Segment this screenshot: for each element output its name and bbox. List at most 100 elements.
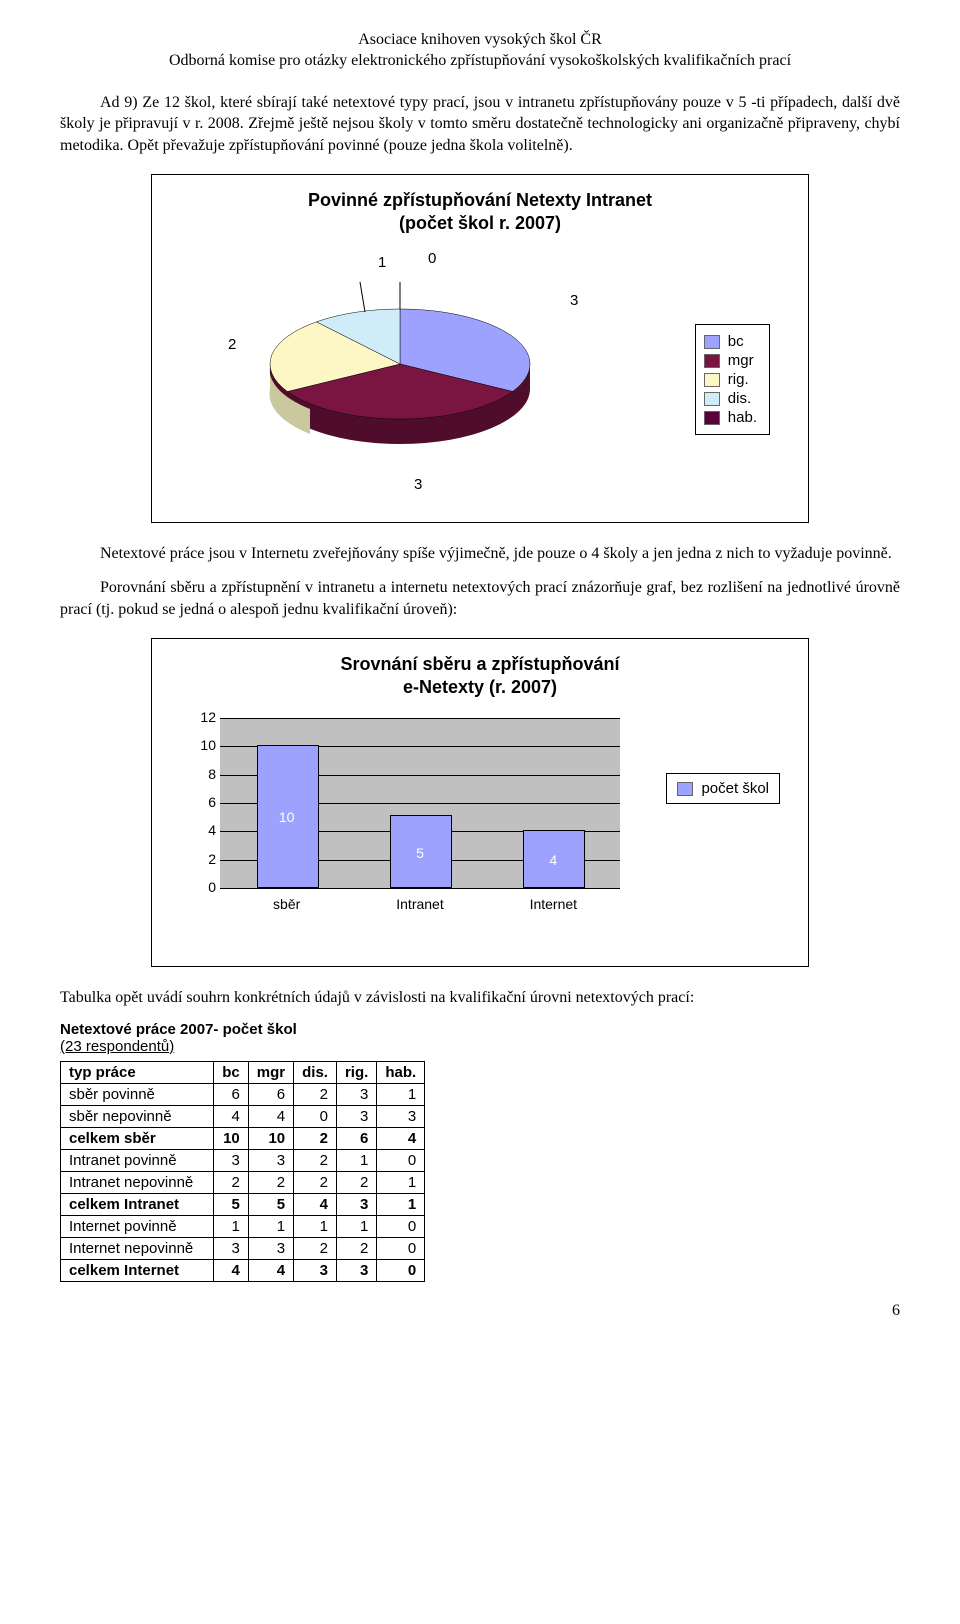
- pie-label-0: 0: [428, 250, 436, 267]
- legend-item-rig: rig.: [704, 371, 757, 388]
- bar-chart-container: Srovnání sběru a zpřístupňování e-Netext…: [151, 638, 809, 967]
- table-cell: 3: [336, 1259, 376, 1281]
- table-cell: 10: [214, 1127, 249, 1149]
- bar-ytick-label: 0: [190, 879, 216, 895]
- bar-gridline: [220, 888, 620, 889]
- legend-item-hab: hab.: [704, 409, 757, 426]
- bar-ytick-label: 12: [190, 709, 216, 725]
- swatch-bc: [704, 335, 720, 349]
- table-cell: Internet povinně: [61, 1215, 214, 1237]
- table-row: sběr povinně66231: [61, 1083, 425, 1105]
- table-cell: 3: [248, 1237, 293, 1259]
- table-cell: 3: [294, 1259, 337, 1281]
- bar-ytick-label: 6: [190, 794, 216, 810]
- bar-chart-title: Srovnání sběru a zpřístupňování e-Netext…: [170, 653, 790, 698]
- legend-item-mgr: mgr: [704, 352, 757, 369]
- table-cell: 10: [248, 1127, 293, 1149]
- pie-title-line1: Povinné zpřístupňování Netexty Intranet: [308, 190, 652, 210]
- legend-label-bc: bc: [728, 333, 744, 350]
- table-cell: 3: [336, 1105, 376, 1127]
- pie-chart-title: Povinné zpřístupňování Netexty Intranet …: [170, 189, 790, 234]
- table-caption-1: Netextové práce 2007- počet škol: [60, 1021, 900, 1038]
- table-row: Intranet povinně33210: [61, 1149, 425, 1171]
- table-row: celkem Internet44330: [61, 1259, 425, 1281]
- table-header-row: typ prácebcmgrdis.rig.hab.: [61, 1061, 425, 1083]
- bar-category-label: Intranet: [370, 896, 470, 912]
- swatch-hab: [704, 411, 720, 425]
- table-row: celkem Intranet55431: [61, 1193, 425, 1215]
- table-cell: 3: [248, 1149, 293, 1171]
- table-cell: 1: [248, 1215, 293, 1237]
- table-header-cell: dis.: [294, 1061, 337, 1083]
- legend-label-mgr: mgr: [728, 352, 754, 369]
- table-cell: Intranet nepovinně: [61, 1171, 214, 1193]
- table-cell: Intranet povinně: [61, 1149, 214, 1171]
- bar-value-label: 4: [523, 852, 583, 868]
- table-cell: 0: [377, 1215, 425, 1237]
- bar-title-line1: Srovnání sběru a zpřístupňování: [340, 654, 619, 674]
- header-line2: Odborná komise pro otázky elektronického…: [60, 51, 900, 72]
- data-table: typ prácebcmgrdis.rig.hab.sběr povinně66…: [60, 1061, 425, 1282]
- table-row: sběr nepovinně44033: [61, 1105, 425, 1127]
- header-line1: Asociace knihoven vysokých škol ČR: [60, 30, 900, 51]
- table-cell: 5: [214, 1193, 249, 1215]
- table-caption-2: (23 respondentů): [60, 1038, 900, 1055]
- table-cell: Internet nepovinně: [61, 1237, 214, 1259]
- legend-label-hab: hab.: [728, 409, 757, 426]
- table-cell: 1: [377, 1083, 425, 1105]
- table-cell: 6: [336, 1127, 376, 1149]
- bar-chart-area: 1054 počet škol 024681012sběrIntranetInt…: [170, 708, 790, 948]
- table-cell: 0: [294, 1105, 337, 1127]
- table-cell: celkem sběr: [61, 1127, 214, 1149]
- bar-category-label: sběr: [237, 896, 337, 912]
- table-cell: 2: [336, 1237, 376, 1259]
- table-header-cell: hab.: [377, 1061, 425, 1083]
- pie-legend: bc mgr rig. dis. hab.: [695, 324, 770, 435]
- bar-legend-swatch: [677, 782, 693, 796]
- table-cell: 2: [214, 1171, 249, 1193]
- table-cell: 2: [294, 1171, 337, 1193]
- table-row: Internet nepovinně33220: [61, 1237, 425, 1259]
- pie-label-3: 2: [228, 336, 236, 353]
- paragraph-2: Netextové práce jsou v Internetu zveřejň…: [60, 543, 900, 565]
- pie-label-1: 3: [570, 292, 578, 309]
- table-header-cell: mgr: [248, 1061, 293, 1083]
- table-cell: 1: [377, 1193, 425, 1215]
- table-cell: sběr povinně: [61, 1083, 214, 1105]
- bar-legend: počet škol: [666, 773, 780, 804]
- table-cell: 2: [336, 1171, 376, 1193]
- table-cell: 2: [248, 1171, 293, 1193]
- table-cell: 4: [248, 1259, 293, 1281]
- legend-item-dis: dis.: [704, 390, 757, 407]
- bar-ytick-label: 10: [190, 737, 216, 753]
- bar-value-label: 5: [390, 845, 450, 861]
- table-cell: 6: [248, 1083, 293, 1105]
- table-cell: 0: [377, 1237, 425, 1259]
- bar-title-line2: e-Netexty (r. 2007): [403, 677, 557, 697]
- pie-label-4: 1: [378, 254, 386, 271]
- table-cell: 0: [377, 1149, 425, 1171]
- swatch-mgr: [704, 354, 720, 368]
- paragraph-3: Porovnání sběru a zpřístupnění v intrane…: [60, 577, 900, 620]
- table-header-cell: typ práce: [61, 1061, 214, 1083]
- table-cell: 2: [294, 1237, 337, 1259]
- bar-category-label: Internet: [503, 896, 603, 912]
- bar-legend-label: počet škol: [701, 780, 769, 797]
- pie-chart-area: 0 3 3 2 1 bc mgr rig. dis. hab.: [170, 244, 790, 504]
- table-header-cell: rig.: [336, 1061, 376, 1083]
- swatch-rig: [704, 373, 720, 387]
- table-cell: 4: [214, 1105, 249, 1127]
- table-cell: 1: [336, 1149, 376, 1171]
- table-cell: 3: [214, 1237, 249, 1259]
- legend-label-dis: dis.: [728, 390, 751, 407]
- table-cell: 6: [214, 1083, 249, 1105]
- paragraph-1: Ad 9) Ze 12 škol, které sbírají také net…: [60, 92, 900, 157]
- pie-chart-container: Povinné zpřístupňování Netexty Intranet …: [151, 174, 809, 523]
- table-cell: 4: [214, 1259, 249, 1281]
- table-cell: 3: [377, 1105, 425, 1127]
- table-cell: 5: [248, 1193, 293, 1215]
- bar-ytick-label: 2: [190, 851, 216, 867]
- table-row: Internet povinně11110: [61, 1215, 425, 1237]
- bar-ytick-label: 8: [190, 766, 216, 782]
- swatch-dis: [704, 392, 720, 406]
